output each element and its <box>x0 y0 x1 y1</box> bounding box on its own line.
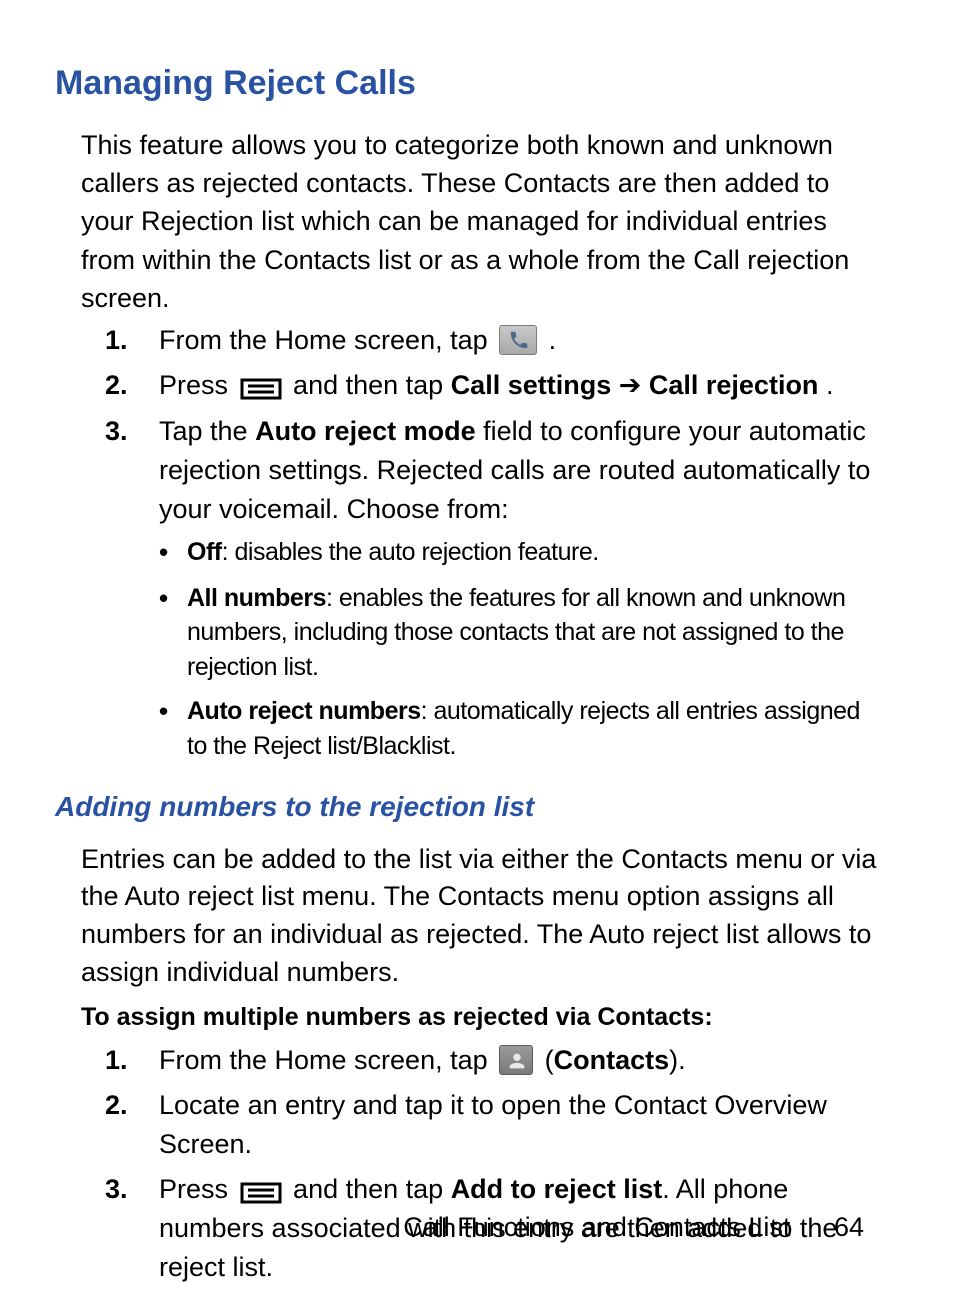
step-1: 1. From the Home screen, tap (Contacts). <box>105 1041 879 1080</box>
text: and then tap <box>293 1174 451 1204</box>
text: . <box>826 370 834 400</box>
page-footer: Call Functions and Contacts List 64 <box>0 1209 954 1247</box>
step-1: 1. From the Home screen, tap . <box>105 321 879 360</box>
step-2: 2. Locate an entry and tap it to open th… <box>105 1086 879 1164</box>
step-number: 2. <box>105 1086 159 1164</box>
sub-item-all: All numbers: enables the features for al… <box>159 581 879 685</box>
arrow: ➔ <box>619 370 649 400</box>
step-number: 2. <box>105 366 159 405</box>
step-body: From the Home screen, tap . <box>159 321 879 360</box>
text: : disables the auto rejection feature. <box>222 538 599 566</box>
intro-paragraph: This feature allows you to categorize bo… <box>81 126 879 318</box>
step-body: Press and then tap Call settings ➔ Call … <box>159 366 879 405</box>
sub-list: Off: disables the auto rejection feature… <box>159 535 879 763</box>
bold-text: Contacts <box>554 1045 670 1075</box>
bold-text: Add to reject list <box>451 1174 663 1204</box>
paragraph: Entries can be added to the list via eit… <box>81 841 879 992</box>
page-number: 64 <box>834 1212 864 1242</box>
section-title: Managing Reject Calls <box>55 60 879 108</box>
step-number: 3. <box>105 412 159 774</box>
text: and then tap <box>293 370 451 400</box>
step-number: 1. <box>105 1041 159 1080</box>
footer-section: Call Functions and Contacts List <box>403 1212 790 1242</box>
contacts-icon <box>499 1045 533 1075</box>
bold-text: Call rejection <box>649 370 819 400</box>
step-2: 2. Press and then tap Call settings ➔ Ca… <box>105 366 879 405</box>
text: From the Home screen, tap <box>159 1045 495 1075</box>
steps-list-1: 1. From the Home screen, tap . 2. Press … <box>105 321 879 773</box>
step-body: From the Home screen, tap (Contacts). <box>159 1041 879 1080</box>
text: Press <box>159 1174 236 1204</box>
text: From the Home screen, tap <box>159 325 495 355</box>
bold-text: All numbers <box>187 584 326 612</box>
text: ). <box>669 1045 686 1075</box>
step-body: Locate an entry and tap it to open the C… <box>159 1086 879 1164</box>
text: Press <box>159 370 236 400</box>
phone-icon <box>499 325 537 355</box>
text: . <box>549 325 557 355</box>
sub-item-auto: Auto reject numbers: automatically rejec… <box>159 694 879 763</box>
bold-text: Off <box>187 538 222 566</box>
text: ( <box>545 1045 554 1075</box>
bold-text: Auto reject numbers <box>187 697 421 725</box>
bold-text: Call settings <box>451 370 612 400</box>
step-number: 1. <box>105 321 159 360</box>
bold-text: Auto reject mode <box>255 416 476 446</box>
text: Tap the <box>159 416 255 446</box>
step-3: 3. Tap the Auto reject mode field to con… <box>105 412 879 774</box>
menu-icon <box>240 1176 282 1198</box>
steps-list-2: 1. From the Home screen, tap (Contacts).… <box>105 1041 879 1288</box>
step-body: Tap the Auto reject mode field to config… <box>159 412 879 774</box>
menu-icon <box>240 372 282 394</box>
sub-item-off: Off: disables the auto rejection feature… <box>159 535 879 571</box>
subsection-title: Adding numbers to the rejection list <box>55 787 879 826</box>
sub-heading: To assign multiple numbers as rejected v… <box>81 1000 879 1035</box>
